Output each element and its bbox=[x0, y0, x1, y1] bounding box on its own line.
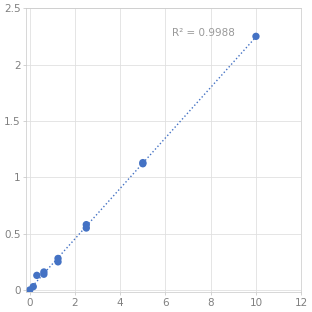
Text: R² = 0.9988: R² = 0.9988 bbox=[172, 28, 235, 38]
Point bbox=[140, 161, 145, 166]
Point bbox=[41, 272, 46, 277]
Point bbox=[140, 160, 145, 165]
Point bbox=[56, 259, 61, 264]
Point bbox=[56, 256, 61, 261]
Point bbox=[84, 226, 89, 231]
Point bbox=[41, 270, 46, 275]
Point bbox=[34, 273, 39, 278]
Point bbox=[84, 222, 89, 227]
Point bbox=[27, 288, 32, 293]
Point bbox=[31, 284, 36, 289]
Point bbox=[253, 34, 258, 39]
